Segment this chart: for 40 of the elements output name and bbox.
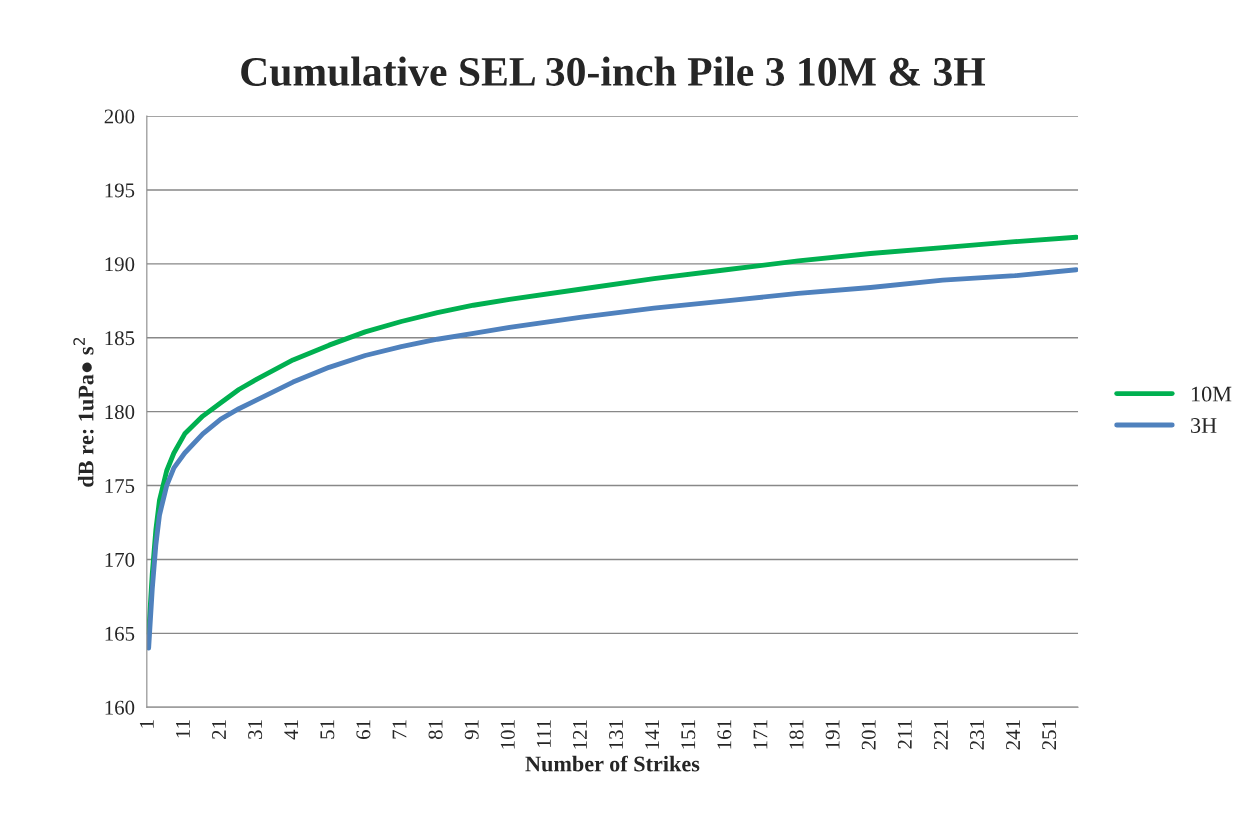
y-tick-label: 160 <box>105 700 135 715</box>
y-tick-label: 190 <box>105 257 135 272</box>
x-tick-label: 171 <box>753 720 768 749</box>
x-tick-label: 101 <box>500 720 515 749</box>
x-tick-label: 91 <box>464 720 479 740</box>
x-tick-label: 191 <box>825 720 840 749</box>
x-tick-label: 241 <box>1006 720 1020 750</box>
x-tick-label: 231 <box>970 720 984 750</box>
x-tick-label: 41 <box>284 720 299 740</box>
x-tick-label: 111 <box>536 720 551 747</box>
y-tick-label: 200 <box>104 109 135 124</box>
x-tick-label: 211 <box>897 720 912 749</box>
y-tick-label: 165 <box>105 626 135 641</box>
x-tick-label: 21 <box>212 720 226 739</box>
x-tick-label: 141 <box>645 720 659 749</box>
y-tick-label: 185 <box>105 331 135 346</box>
x-tick-label: 161 <box>717 720 732 749</box>
x-tick-label: 151 <box>681 720 696 749</box>
legend-label: 3H <box>1191 418 1217 433</box>
x-tick-label: 31 <box>248 720 263 739</box>
x-tick-label: 81 <box>428 720 443 740</box>
y-tick-label: 195 <box>105 183 135 198</box>
y-tick-label: 175 <box>105 479 135 493</box>
y-tick-label: 180 <box>105 405 135 420</box>
y-axis-title: dB re: 1uPa● s$^{2}$ <box>73 337 94 487</box>
x-tick-label: 61 <box>356 720 371 739</box>
legend-label: 10M <box>1191 386 1232 402</box>
x-axis-title: Number of Strikes <box>525 755 700 772</box>
x-tick-label: 11 <box>175 720 190 738</box>
y-tick-label: 170 <box>105 552 135 567</box>
x-tick-label: 221 <box>933 720 948 750</box>
x-tick-label: 51 <box>320 720 335 739</box>
x-tick-label: 1 <box>139 720 154 728</box>
chart-title: Cumulative SEL 30-inch Pile 3 10M & 3H <box>241 56 986 87</box>
x-tick-label: 251 <box>1042 720 1057 750</box>
x-tick-label: 121 <box>572 720 587 749</box>
x-tick-label: 71 <box>392 720 407 739</box>
x-tick-label: 131 <box>609 720 624 749</box>
x-tick-label: 201 <box>861 720 876 750</box>
x-tick-label: 181 <box>789 720 804 749</box>
